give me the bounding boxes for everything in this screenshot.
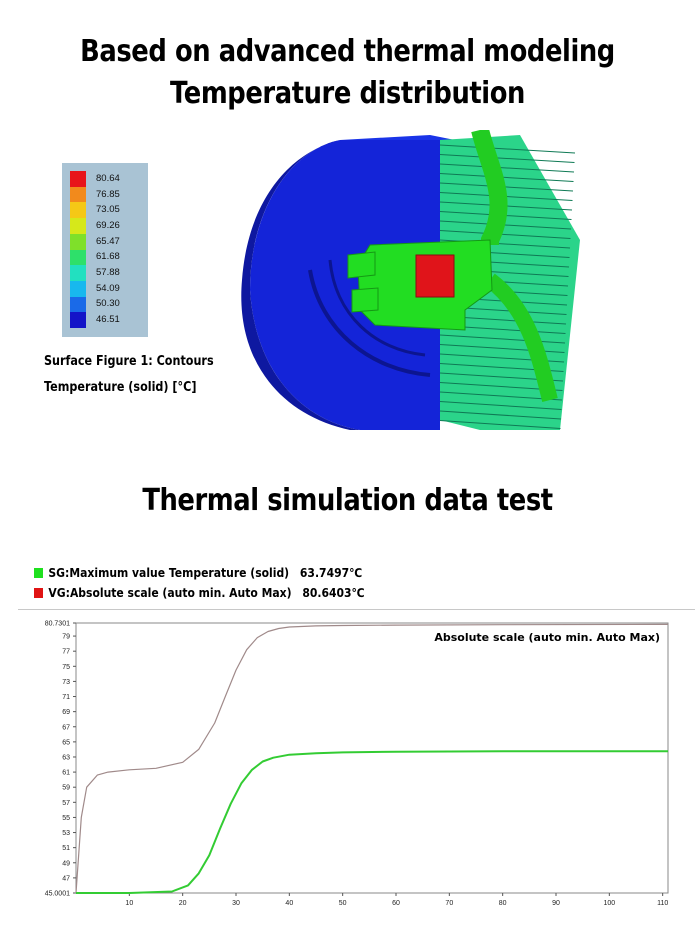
- contour-value-label: 54.09: [96, 282, 120, 294]
- y-tick-label: 69: [62, 709, 70, 716]
- scale-annotation: Absolute scale (auto min. Auto Max): [434, 631, 660, 644]
- contour-value-label: 76.85: [96, 188, 120, 200]
- contour-color-swatch: [70, 265, 86, 282]
- contour-value-label: 80.64: [96, 172, 120, 184]
- contour-value-label: 69.26: [96, 219, 120, 231]
- x-tick-label: 60: [392, 900, 400, 907]
- fin-line: [439, 173, 574, 182]
- x-tick-label: 50: [339, 900, 347, 907]
- fin-line: [439, 154, 575, 163]
- y-tick-label: 75: [62, 664, 70, 671]
- series-line-max-temperature: [76, 750, 668, 894]
- x-tick-label: 40: [285, 900, 293, 907]
- sub-title: Temperature distribution: [170, 76, 525, 111]
- fin-line: [439, 182, 574, 192]
- legend-vg-swatch: [34, 588, 43, 598]
- legend-vg: VG:Absolute scale (auto min. Auto Max) 8…: [34, 586, 365, 600]
- housing-top: [340, 135, 480, 145]
- line-plot: 80.7301 79 77 75 73 71 69 67 65 63 61 59 57 55 53 51 49 4…: [45, 621, 669, 907]
- contour-color-swatch: [70, 312, 86, 329]
- y-tick-label: 73: [62, 679, 70, 686]
- contour-color-swatch: [70, 218, 86, 235]
- contour-color-swatch: [70, 186, 86, 203]
- contour-legend: 80.64 76.85 73.05 69.26 65.47 61.68 57.88 54.09…: [62, 163, 148, 337]
- x-tick-label: 20: [179, 900, 187, 907]
- y-tick-label: 55: [62, 815, 70, 822]
- legend-vg-label: VG:Absolute scale (auto min. Auto Max): [48, 586, 292, 600]
- contour-color-swatch: [70, 171, 86, 188]
- simulation-chart: SG:Maximum value Temperature (solid) 63.…: [18, 560, 695, 933]
- contour-value-label: 50.30: [96, 298, 120, 310]
- contour-value-label: 61.68: [96, 251, 120, 263]
- y-tick-label: 65: [62, 739, 70, 746]
- fin-line: [439, 401, 562, 410]
- y-tick-label: 77: [62, 649, 70, 656]
- heat-pipe: [484, 273, 558, 402]
- fin-line: [439, 144, 576, 154]
- y-tick-label: 45.0001: [45, 891, 70, 898]
- y-tick-label: 57: [62, 800, 70, 807]
- contour-value-label: 73.05: [96, 204, 120, 216]
- fin-line: [439, 230, 571, 239]
- legend-sg: SG:Maximum value Temperature (solid) 63.…: [34, 566, 362, 580]
- fin-line: [439, 163, 575, 173]
- y-tick-label: 71: [62, 694, 70, 701]
- plot-frame: [75, 622, 669, 894]
- contour-color-swatch: [70, 249, 86, 266]
- contour-color-swatch: [70, 233, 86, 250]
- fin-line: [439, 420, 561, 429]
- y-tick-label: 67: [62, 724, 70, 731]
- contour-color-swatch: [70, 296, 86, 313]
- fin-line: [439, 220, 572, 230]
- contour-value-label: 57.88: [96, 267, 120, 279]
- heat-pipe: [471, 130, 508, 245]
- y-tick-label: 53: [62, 830, 70, 837]
- hot-chip: [415, 254, 455, 298]
- x-tick-label: 90: [552, 900, 560, 907]
- y-tick-label: 63: [62, 754, 70, 761]
- mounting-tab: [347, 251, 376, 279]
- separator-line: [18, 609, 695, 610]
- y-tick-label: 61: [62, 770, 70, 777]
- x-tick-label: 70: [445, 900, 453, 907]
- housing-body: [250, 140, 440, 430]
- y-tick-label: 51: [62, 845, 70, 852]
- arc-detail: [328, 259, 426, 357]
- contour-caption: Surface Figure 1: Contours: [44, 354, 214, 369]
- contour-value-label: 65.47: [96, 235, 120, 247]
- legend-sg-value: 63.7497℃: [299, 566, 363, 580]
- y-tick-label: 47: [62, 875, 70, 882]
- legend-sg-swatch: [34, 568, 43, 578]
- y-tick-label: 79: [62, 634, 70, 641]
- contour-color-swatch: [70, 202, 86, 219]
- y-tick-label: 49: [62, 860, 70, 867]
- fin-line: [439, 334, 566, 344]
- x-tick-label: 110: [657, 900, 668, 907]
- contour-color-swatch: [70, 280, 86, 298]
- arc-detail: [308, 269, 431, 377]
- legend-vg-value: 80.6403℃: [302, 586, 365, 600]
- legend-sg-label: SG:Maximum value Temperature (solid): [48, 566, 290, 580]
- x-tick-label: 80: [499, 900, 507, 907]
- contour-value-label: 46.51: [96, 314, 120, 326]
- fin-line: [439, 410, 562, 420]
- x-tick-label: 100: [603, 900, 615, 907]
- contour-units: Temperature (solid) [°C]: [44, 380, 197, 395]
- x-tick-label: 30: [232, 900, 240, 907]
- thermal-model-render: [241, 130, 580, 430]
- mounting-tab: [351, 287, 379, 313]
- y-tick-label: 80.7301: [45, 621, 70, 628]
- x-tick-label: 10: [125, 900, 133, 907]
- main-title: Based on advanced thermal modeling: [80, 34, 615, 69]
- y-tick-label: 59: [62, 785, 70, 792]
- series-line-absolute-scale: [75, 623, 669, 894]
- section-title: Thermal simulation data test: [142, 483, 553, 518]
